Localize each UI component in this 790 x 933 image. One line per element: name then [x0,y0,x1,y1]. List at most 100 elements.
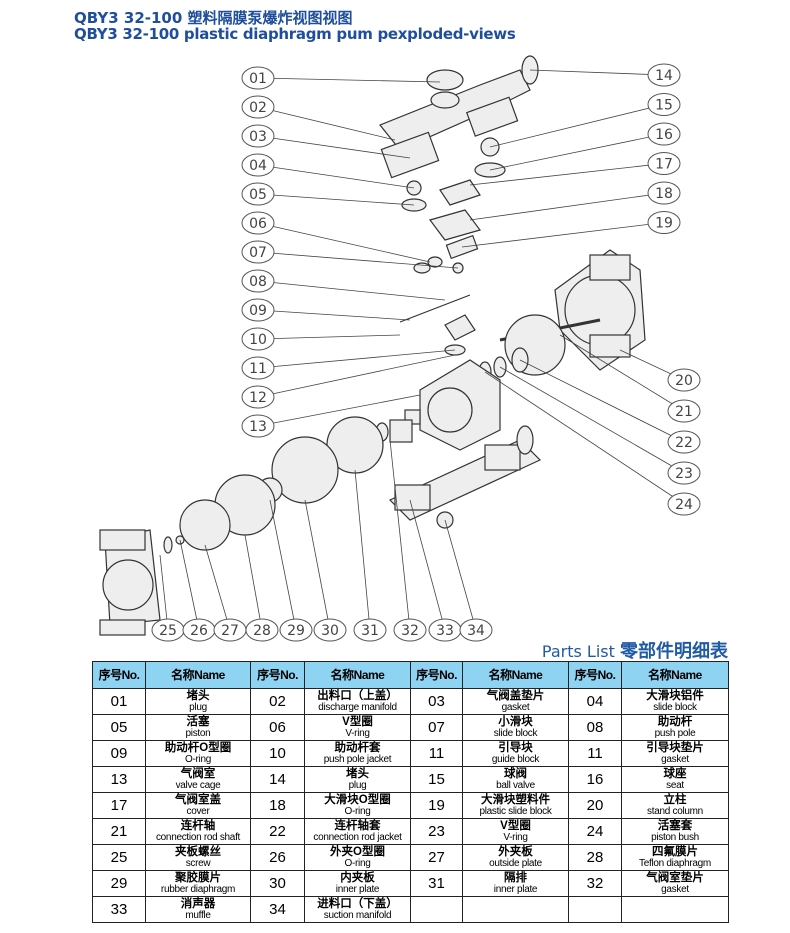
part-name-en: gasket [661,753,689,765]
part-name [462,896,569,923]
part-name-cn: V型圈 [500,819,531,832]
part-number: 02 [250,688,305,715]
table-row: 25 夹板螺丝 screw 26 外夹O型圈 O-ring 27 外夹板 outside pla… [92,844,729,871]
balloon-label: 26 [190,623,208,639]
part-number: 05 [92,714,146,741]
part-name-en: suction manifold [323,909,392,921]
part-number: 11 [410,740,463,767]
part-name-cn: 消声器 [180,897,216,910]
balloon-label: 33 [436,623,454,639]
table-row: 29 聚胶膜片 rubber diaphragm 30 内夹板 inner plate 31… [92,870,729,897]
part-name: 气阀室盖 cover [145,792,251,819]
balloon-circle [667,461,701,485]
column-header: 名称Name [621,661,729,689]
part-number [568,896,622,923]
part-name-en: plug [189,701,207,713]
part-name-en: discharge manifold [318,701,397,713]
part-name-en: piston bush [651,831,699,843]
balloon-circle [241,385,275,409]
balloon-circle [241,211,275,235]
part-name: 引导块垫片 gasket [621,740,729,767]
part-number: 18 [250,792,305,819]
part-number: 07 [410,714,463,741]
balloon-label: 04 [249,158,267,174]
column-header: 名称Name [304,661,411,689]
balloon-label: 13 [249,419,267,435]
leader-line [489,104,665,148]
part-name: 出料口（上盖） discharge manifold [304,688,411,715]
balloon-circle [353,618,387,642]
part-number: 30 [250,870,305,897]
part-name: 助动杆 push pole [621,714,729,741]
part-name: 气阀室垫片 gasket [621,870,729,897]
column-header: 序号No. [250,661,305,689]
title-chinese: QBY3 32-100 塑料隔膜泵爆炸视图视图 [74,9,353,27]
part-number-balloons: 01 02 03 04 05 06 07 08 09 10 11 12 13 14 15 16 17 18 19 20… [151,63,701,642]
part-number: 34 [250,896,305,923]
part-name-cn: 气阀盖垫片 [486,689,545,702]
part-name-en: slide block [653,701,697,713]
part-name: 堵头 plug [145,688,251,715]
part-number: 16 [568,766,622,793]
part-name: 气阀盖垫片 gasket [462,688,569,715]
part-number: 13 [92,766,146,793]
leader-line [257,280,446,301]
leader-line [499,366,685,474]
part-number: 27 [410,844,463,871]
balloon-label: 17 [655,157,673,173]
pump-parts-drawing [99,55,646,636]
table-row: 33 消声器 muffle 34 进料口（下盖） suction manifold [92,896,729,923]
table-row: 21 连杆轴 connection rod shaft 22 连杆轴套 connectio… [92,818,729,845]
balloon-label: 14 [655,68,673,84]
part-name: 引导块 guide block [462,740,569,767]
leader-line [469,192,665,221]
part-name-cn: 外夹板 [498,845,533,858]
leader-line [529,69,665,76]
balloon-label: 05 [249,187,267,203]
column-header: 序号No. [410,661,463,689]
table-row: 09 助动杆O型圈 O-ring 10 助动杆套 push pole jacket 11 引导… [92,740,729,767]
table-header-row: 序号No. 名称Name 序号No. 名称Name 序号No. 名称Name 序号No. 名称… [92,661,729,689]
balloon-label: 19 [655,216,673,232]
part-name: 四氟膜片 Teflon diaphragm [621,844,729,871]
part-number: 20 [568,792,622,819]
part-name: 隔排 inner plate [462,870,569,897]
part-number [410,896,463,923]
balloon-circle [241,298,275,322]
leader-line [257,77,441,83]
part-number: 23 [410,818,463,845]
table-row: 13 气阀室 valve cage 14 堵头 plug 15 球阀 ball valve 16 球… [92,766,729,793]
part-name: 助动杆O型圈 O-ring [145,740,251,767]
part-name: 进料口（下盖） suction manifold [304,896,411,923]
part-name-cn: 四氟膜片 [652,845,698,858]
part-name-cn: 气阀室盖 [175,793,221,806]
part-name [621,896,729,923]
part-name-en: O-ring [344,805,371,817]
part-number: 17 [92,792,146,819]
balloon-circle [241,95,275,119]
part-name-cn: 大滑块铝件 [646,689,704,702]
part-name-en: O-ring [344,857,371,869]
part-name: 助动杆套 push pole jacket [304,740,411,767]
part-name-en: seat [666,779,684,791]
part-name-cn: 内夹板 [340,871,375,884]
part-name-cn: 大滑块O型圈 [324,793,391,806]
leader-line [257,135,411,159]
part-name-en: muffle [185,909,211,921]
part-name-en: inner plate [335,883,380,895]
part-name-cn: 气阀室 [180,767,216,780]
part-name: 大滑块铝件 slide block [621,688,729,715]
part-name-cn: 气阀室垫片 [646,871,704,884]
part-number: 29 [92,870,146,897]
balloon-circle [647,63,681,87]
leader-line [257,394,421,427]
part-number: 01 [92,688,146,715]
table-row: 05 活塞 piston 06 V型圈 V-ring 07 小滑块 slide block 08 助… [92,714,729,741]
part-name-cn: 连杆轴 [180,819,216,832]
balloon-label: 11 [249,361,267,377]
leader-lines [159,69,685,631]
leader-line [269,499,297,631]
part-name: 堵头 plug [304,766,411,793]
part-name: V型圈 V-ring [462,818,569,845]
part-number: 28 [568,844,622,871]
